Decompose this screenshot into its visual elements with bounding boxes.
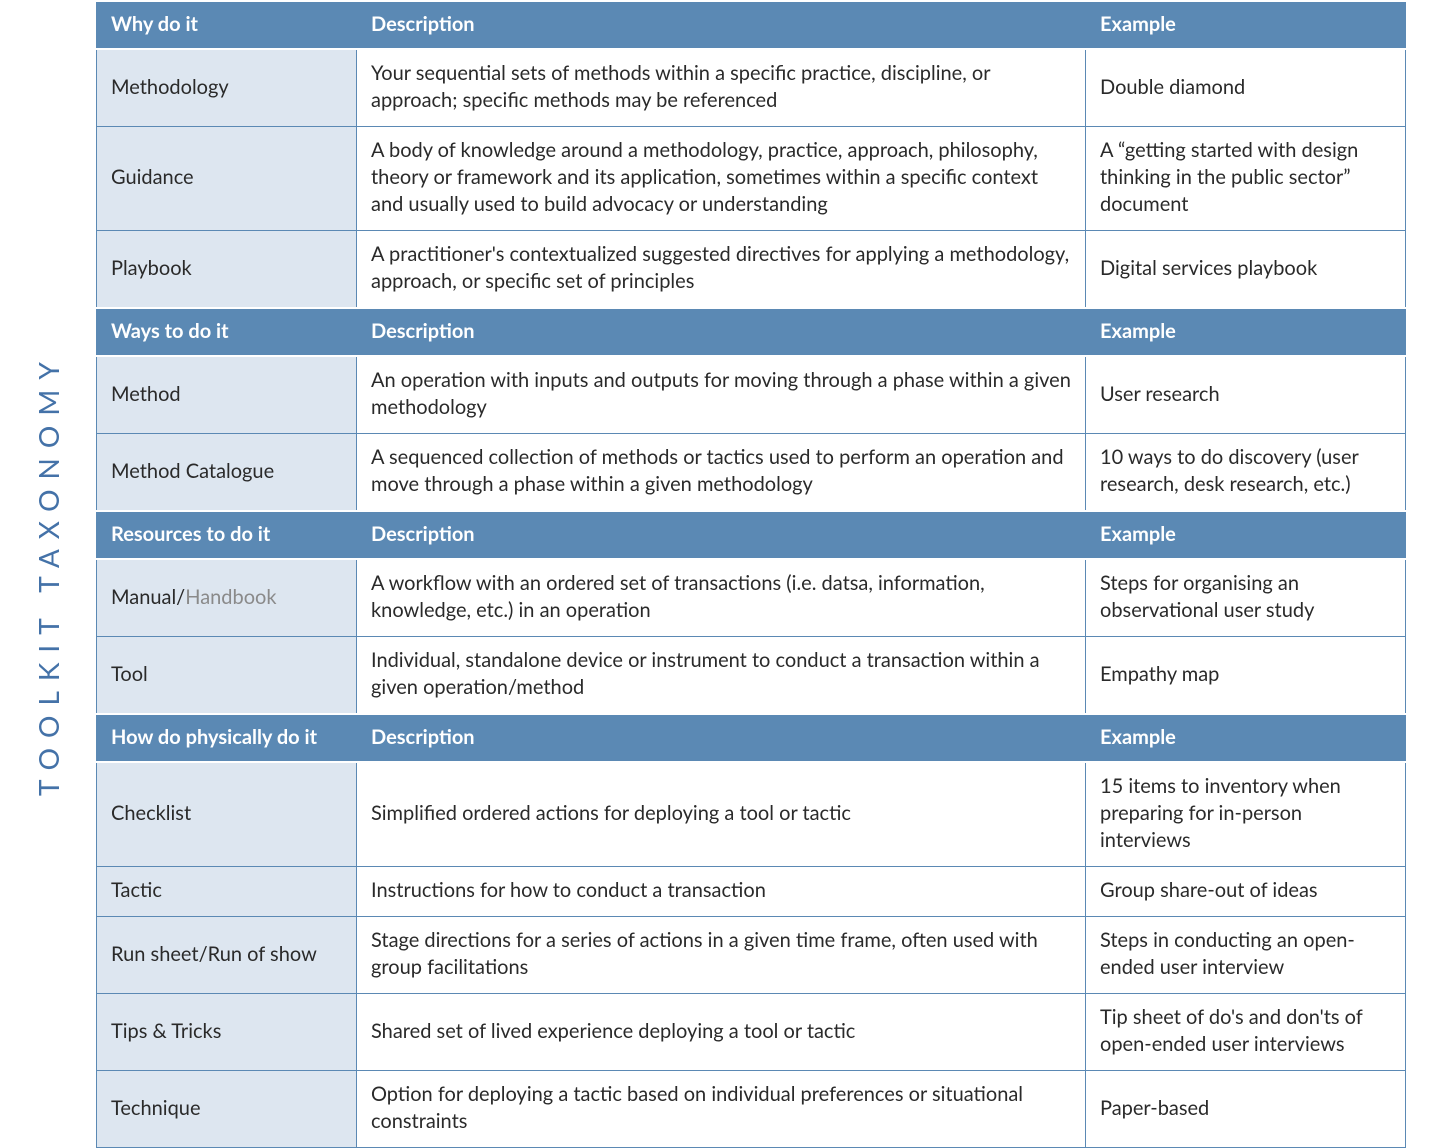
table-row: Method An operation with inputs and outpu…	[97, 356, 1406, 434]
table-row: Tool Individual, standalone device or ins…	[97, 637, 1406, 715]
term-text: Technique	[111, 1096, 201, 1120]
example-cell: A “getting started with design thinking …	[1086, 127, 1406, 231]
description-cell: A workflow with an ordered set of transa…	[357, 559, 1086, 637]
table-row: Technique Option for deploying a tactic b…	[97, 1071, 1406, 1148]
section-header-row: How do physically do itDescriptionExampl…	[97, 714, 1406, 762]
page-container: TOOLKIT TAXONOMY Why do itDescriptionExa…	[0, 0, 1446, 1148]
term-cell: Tool	[97, 637, 357, 715]
description-cell: A practitioner's contextualized suggeste…	[357, 231, 1086, 309]
table-row: Tips & Tricks Shared set of lived experie…	[97, 994, 1406, 1071]
term-text: Tips & Tricks	[111, 1019, 221, 1043]
term-cell: Guidance	[97, 127, 357, 231]
example-cell: Digital services playbook	[1086, 231, 1406, 309]
section-header-cell: Example	[1086, 714, 1406, 762]
term-text-muted: Handbook	[185, 585, 276, 609]
example-cell: 15 items to inventory when preparing for…	[1086, 762, 1406, 867]
section-header-cell: Ways to do it	[97, 308, 357, 356]
section-header-cell: Description	[357, 308, 1086, 356]
term-text: Guidance	[111, 165, 194, 189]
example-cell: Tip sheet of do's and don'ts of open-end…	[1086, 994, 1406, 1071]
example-cell: Group share-out of ideas	[1086, 867, 1406, 917]
section-header-cell: Why do it	[97, 1, 357, 49]
table-row: Manual/HandbookA workflow with an ordere…	[97, 559, 1406, 637]
description-cell: Simplified ordered actions for deploying…	[357, 762, 1086, 867]
description-cell: Shared set of lived experience deploying…	[357, 994, 1086, 1071]
table-wrap: Why do itDescriptionExampleMethodologyYo…	[96, 0, 1446, 1148]
section-header-row: Resources to do itDescriptionExample	[97, 511, 1406, 559]
section-header-cell: Example	[1086, 1, 1406, 49]
description-cell: Your sequential sets of methods within a…	[357, 49, 1086, 127]
example-cell: Steps in conducting an open-ended user i…	[1086, 917, 1406, 994]
term-cell: Run sheet/Run of show	[97, 917, 357, 994]
section-header-row: Why do itDescriptionExample	[97, 1, 1406, 49]
example-cell: Steps for organising an observational us…	[1086, 559, 1406, 637]
term-cell: Checklist	[97, 762, 357, 867]
table-row: Playbook A practitioner's contextualized …	[97, 231, 1406, 309]
term-cell: Technique	[97, 1071, 357, 1148]
term-cell: Method Catalogue	[97, 434, 357, 512]
example-cell: Paper-based	[1086, 1071, 1406, 1148]
section-header-cell: Example	[1086, 511, 1406, 559]
term-text: Run sheet/Run of show	[111, 942, 317, 966]
table-row: Run sheet/Run of show Stage directions fo…	[97, 917, 1406, 994]
term-text: Manual/	[111, 585, 185, 609]
term-text: Method	[111, 382, 181, 406]
example-cell: Empathy map	[1086, 637, 1406, 715]
section-header-cell: Description	[357, 1, 1086, 49]
table-row: Checklist Simplified ordered actions for …	[97, 762, 1406, 867]
section-header-cell: Description	[357, 511, 1086, 559]
sidebar-title: TOOLKIT TAXONOMY	[0, 0, 96, 1148]
section-header-cell: How do physically do it	[97, 714, 357, 762]
description-cell: Stage directions for a series of actions…	[357, 917, 1086, 994]
term-cell: Tips & Tricks	[97, 994, 357, 1071]
description-cell: Option for deploying a tactic based on i…	[357, 1071, 1086, 1148]
description-cell: Instructions for how to conduct a transa…	[357, 867, 1086, 917]
section-header-cell: Description	[357, 714, 1086, 762]
description-cell: A sequenced collection of methods or tac…	[357, 434, 1086, 512]
term-text: Methodology	[111, 75, 229, 99]
term-text: Playbook	[111, 256, 192, 280]
term-cell: Method	[97, 356, 357, 434]
term-cell: Tactic	[97, 867, 357, 917]
term-cell: Methodology	[97, 49, 357, 127]
term-text: Method Catalogue	[111, 459, 274, 483]
term-cell: Playbook	[97, 231, 357, 309]
example-cell: Double diamond	[1086, 49, 1406, 127]
table-row: Guidance A body of knowledge around a met…	[97, 127, 1406, 231]
term-cell: Manual/Handbook	[97, 559, 357, 637]
term-text: Tool	[111, 662, 148, 686]
section-header-cell: Example	[1086, 308, 1406, 356]
table-row: Methodology Your sequential sets of metho…	[97, 49, 1406, 127]
section-header-cell: Resources to do it	[97, 511, 357, 559]
term-text: Checklist	[111, 801, 191, 825]
term-text: Tactic	[111, 878, 162, 902]
description-cell: A body of knowledge around a methodology…	[357, 127, 1086, 231]
description-cell: An operation with inputs and outputs for…	[357, 356, 1086, 434]
table-row: Tactic Instructions for how to conduct a …	[97, 867, 1406, 917]
example-cell: 10 ways to do discovery (user research, …	[1086, 434, 1406, 512]
table-row: Method Catalogue A sequenced collection o…	[97, 434, 1406, 512]
taxonomy-table: Why do itDescriptionExampleMethodologyYo…	[96, 0, 1406, 1148]
example-cell: User research	[1086, 356, 1406, 434]
description-cell: Individual, standalone device or instrum…	[357, 637, 1086, 715]
section-header-row: Ways to do itDescriptionExample	[97, 308, 1406, 356]
